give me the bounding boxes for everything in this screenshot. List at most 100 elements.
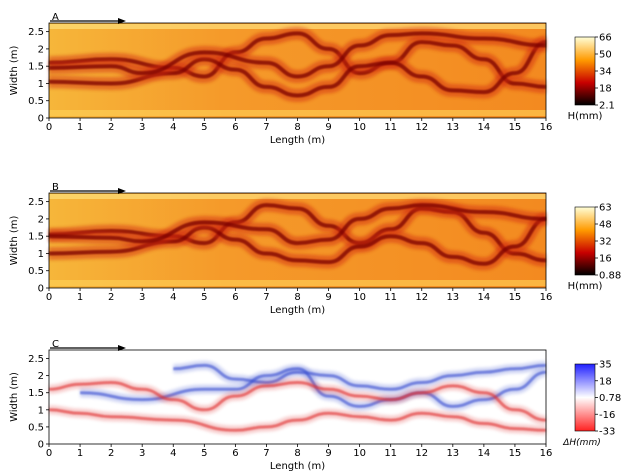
- x-tick-label: 4: [170, 122, 176, 133]
- colorbar-tick-label: 66: [599, 33, 612, 44]
- colorbar-tick-label: 18: [599, 84, 612, 95]
- panel-b: 0 1 2 3 4 5 6 7 8 9 10 11 12 13 14 15 1600.511.522.5Leng…: [9, 182, 621, 316]
- x-tick-label: 2: [108, 122, 114, 133]
- colorbar-tick-label: 35: [599, 360, 612, 371]
- x-tick-label: 5: [201, 292, 207, 303]
- y-axis-label: Width (m): [9, 216, 20, 266]
- x-tick-label: 10: [353, 122, 366, 133]
- x-tick-label: 5: [201, 448, 207, 459]
- y-tick-label: 1.5: [28, 388, 44, 399]
- y-tick-label: 2: [38, 44, 44, 55]
- y-tick-label: 2: [38, 214, 44, 225]
- colorbar-tick-label: 0.78: [599, 393, 621, 404]
- colorbar-tick-label: 2.1: [599, 101, 615, 112]
- x-tick-label: 11: [384, 292, 397, 303]
- x-tick-label: 8: [294, 292, 300, 303]
- x-tick-label: 11: [384, 448, 397, 459]
- x-tick-label: 9: [325, 122, 331, 133]
- y-tick-label: 0.5: [28, 266, 44, 277]
- panel-label: C: [52, 339, 59, 350]
- channel-2: [48, 31, 547, 79]
- colorbar: [574, 363, 596, 432]
- colorbar-label: ΔH(mm): [562, 438, 600, 448]
- x-tick-label: 6: [232, 292, 238, 303]
- panel-label: A: [52, 12, 59, 23]
- x-tick-label: 9: [325, 448, 331, 459]
- x-tick-label: 14: [478, 122, 491, 133]
- y-tick-label: 2.5: [28, 197, 44, 208]
- y-tick-label: 1.5: [28, 232, 44, 243]
- x-tick-label: 1: [77, 122, 83, 133]
- x-tick-label: 3: [139, 448, 145, 459]
- x-tick-label: 14: [478, 448, 491, 459]
- x-tick-label: 14: [478, 292, 491, 303]
- y-tick-label: 2: [38, 371, 44, 382]
- x-tick-label: 0: [46, 292, 52, 303]
- x-tick-label: 16: [540, 122, 553, 133]
- channel-2: [48, 203, 547, 246]
- x-tick-label: 12: [415, 292, 428, 303]
- colorbar-tick-label: 0.88: [599, 271, 621, 282]
- y-tick-label: 0.5: [28, 96, 44, 107]
- x-tick-label: 6: [232, 122, 238, 133]
- y-tick-label: 1: [38, 79, 44, 90]
- channel-1: [48, 216, 547, 266]
- channel-0: [80, 367, 547, 408]
- x-tick-label: 10: [353, 448, 366, 459]
- flow-arrow-head: [118, 345, 126, 351]
- colorbar: [574, 36, 596, 106]
- bank-lower: [49, 280, 546, 286]
- colorbar-label: H(mm): [568, 111, 603, 122]
- channel-1: [173, 363, 547, 391]
- colorbar-tick-label: -33: [599, 427, 615, 438]
- y-tick-label: 0: [38, 284, 44, 295]
- x-tick-label: 12: [415, 448, 428, 459]
- x-tick-label: 8: [294, 448, 300, 459]
- channel-3: [48, 408, 547, 432]
- y-tick-label: 0: [38, 114, 44, 125]
- x-tick-label: 9: [325, 292, 331, 303]
- colorbar-tick-label: 63: [599, 203, 612, 214]
- flow-arrow-head: [118, 188, 126, 194]
- y-axis-label: Width (m): [9, 46, 20, 96]
- bank-upper: [49, 194, 546, 199]
- panel-label: B: [52, 182, 59, 193]
- x-tick-label: 3: [139, 292, 145, 303]
- x-tick-label: 6: [232, 448, 238, 459]
- y-tick-label: 2.5: [28, 27, 44, 38]
- x-tick-label: 16: [540, 292, 553, 303]
- y-tick-label: 1.5: [28, 62, 44, 73]
- colorbar: [574, 206, 596, 276]
- panel-c: 0 1 2 3 4 5 6 7 8 9 10 11 12 13 14 15 1600.511.522.5Leng…: [9, 339, 621, 472]
- x-tick-label: 1: [77, 448, 83, 459]
- x-tick-label: 7: [263, 448, 269, 459]
- x-tick-label: 15: [509, 122, 522, 133]
- bank-lower: [49, 110, 546, 116]
- y-tick-label: 1: [38, 405, 44, 416]
- colorbar-tick-label: 32: [599, 237, 612, 248]
- x-tick-label: 13: [446, 292, 459, 303]
- x-tick-label: 2: [108, 292, 114, 303]
- y-tick-label: 0: [38, 440, 44, 451]
- colorbar-tick-label: 48: [599, 220, 612, 231]
- x-tick-label: 16: [540, 448, 553, 459]
- channel-1: [48, 40, 547, 98]
- x-tick-label: 8: [294, 122, 300, 133]
- x-tick-label: 5: [201, 122, 207, 133]
- x-tick-label: 4: [170, 448, 176, 459]
- x-axis-label: Length (m): [270, 461, 325, 472]
- bank-upper: [49, 24, 546, 29]
- x-tick-label: 10: [353, 292, 366, 303]
- y-axis-label: Width (m): [9, 372, 20, 422]
- x-tick-label: 15: [509, 292, 522, 303]
- panel-a: 0 1 2 3 4 5 6 7 8 9 10 11 12 13 14 15 1600.511.522.5Leng…: [9, 12, 615, 146]
- x-axis-label: Length (m): [270, 305, 325, 316]
- y-tick-label: 0.5: [28, 422, 44, 433]
- colorbar-tick-label: -16: [599, 410, 615, 421]
- x-tick-label: 3: [139, 122, 145, 133]
- y-tick-label: 2.5: [28, 354, 44, 365]
- colorbar-tick-label: 50: [599, 50, 612, 61]
- x-tick-label: 0: [46, 122, 52, 133]
- colorbar-tick-label: 18: [599, 376, 612, 387]
